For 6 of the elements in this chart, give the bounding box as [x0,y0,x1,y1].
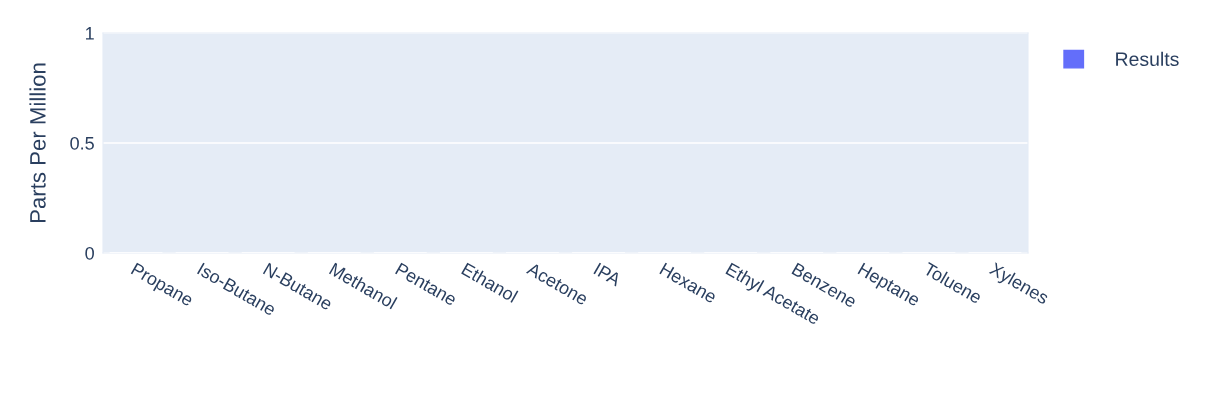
legend-label: Results [1116,51,1179,67]
y-tick-label: 0.5 [70,136,94,150]
y-axis-title: Parts Per Million [29,63,46,223]
x-tick-label: IPA [593,262,623,287]
y-tick-label: 0 [85,246,94,260]
y-tick-label: 1 [86,27,94,40]
